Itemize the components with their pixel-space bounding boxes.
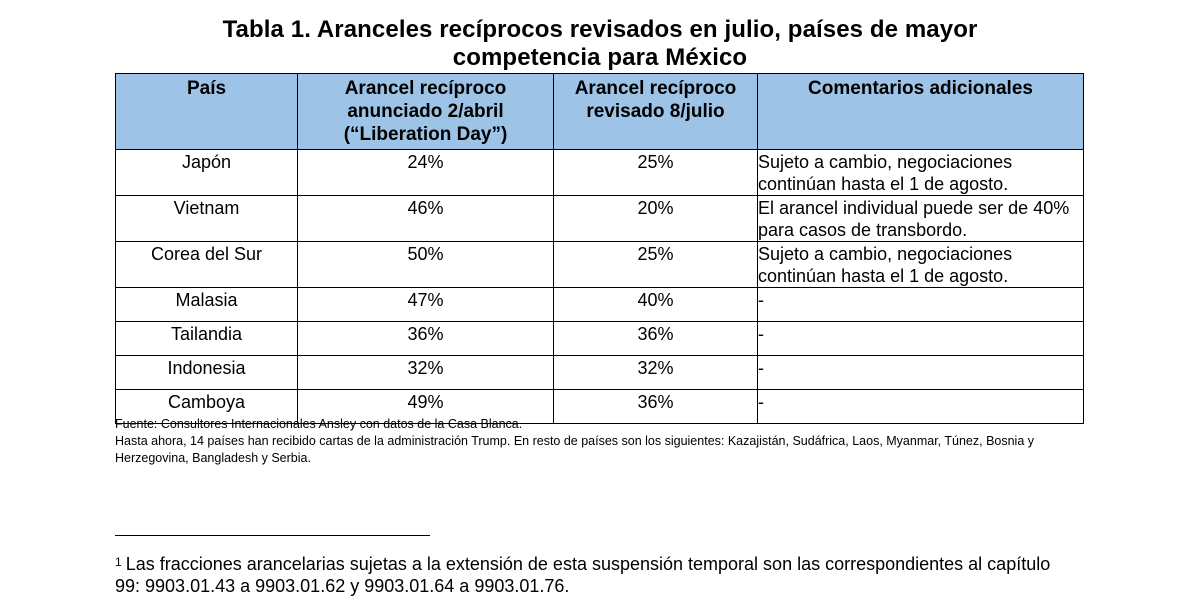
- footnote-text: Las fracciones arancelarias sujetas a la…: [115, 554, 1051, 596]
- table-row: Malasia 47% 40% -: [115, 287, 1084, 322]
- footnote-marker: 1: [115, 555, 122, 569]
- footnote: 1 Las fracciones arancelarias sujetas a l…: [115, 553, 1075, 597]
- source-note: Fuente: Consultores Internacionales Ansl…: [115, 417, 523, 431]
- cell-revised-tariff: 25%: [553, 149, 758, 196]
- cell-announced-tariff: 49%: [297, 389, 554, 424]
- cell-comment: -: [757, 287, 1084, 322]
- cell-country: Japón: [115, 149, 298, 196]
- cell-announced-tariff: 50%: [297, 241, 554, 288]
- cell-announced-tariff: 47%: [297, 287, 554, 322]
- cell-country: Malasia: [115, 287, 298, 322]
- cell-comment: Sujeto a cambio, negociaciones continúan…: [757, 241, 1084, 288]
- cell-revised-tariff: 36%: [553, 321, 758, 356]
- cell-country: Camboya: [115, 389, 298, 424]
- table-row: Corea del Sur 50% 25% Sujeto a cambio, n…: [115, 241, 1084, 288]
- cell-comment: Sujeto a cambio, negociaciones continúan…: [757, 149, 1084, 196]
- letters-note: Hasta ahora, 14 países han recibido cart…: [115, 434, 1035, 465]
- table-notes: Fuente: Consultores Internacionales Ansl…: [115, 416, 1095, 467]
- header-announced-tariff: Arancel recíproco anunciado 2/abril (“Li…: [297, 73, 554, 150]
- cell-country: Corea del Sur: [115, 241, 298, 288]
- cell-announced-tariff: 36%: [297, 321, 554, 356]
- cell-comment: -: [757, 389, 1084, 424]
- cell-announced-tariff: 46%: [297, 195, 554, 242]
- cell-comment: El arancel individual puede ser de 40% p…: [757, 195, 1084, 242]
- cell-country: Indonesia: [115, 355, 298, 390]
- header-country: País: [115, 73, 298, 150]
- cell-comment: -: [757, 355, 1084, 390]
- header-comments: Comentarios adicionales: [757, 73, 1084, 150]
- table-header-row: País Arancel recíproco anunciado 2/abril…: [115, 73, 1084, 150]
- footnote-separator: [115, 535, 430, 536]
- table-row: Vietnam 46% 20% El arancel individual pu…: [115, 195, 1084, 242]
- header-revised-tariff: Arancel recíproco revisado 8/julio: [553, 73, 758, 150]
- cell-revised-tariff: 25%: [553, 241, 758, 288]
- cell-announced-tariff: 32%: [297, 355, 554, 390]
- table-row: Tailandia 36% 36% -: [115, 321, 1084, 356]
- cell-revised-tariff: 40%: [553, 287, 758, 322]
- table-title: Tabla 1. Aranceles recíprocos revisados …: [222, 16, 978, 71]
- tariffs-table: País Arancel recíproco anunciado 2/abril…: [115, 73, 1084, 424]
- table-row: Camboya 49% 36% -: [115, 389, 1084, 424]
- cell-announced-tariff: 24%: [297, 149, 554, 196]
- table-row: Japón 24% 25% Sujeto a cambio, negociaci…: [115, 149, 1084, 196]
- cell-revised-tariff: 20%: [553, 195, 758, 242]
- cell-country: Tailandia: [115, 321, 298, 356]
- cell-revised-tariff: 32%: [553, 355, 758, 390]
- table-row: Indonesia 32% 32% -: [115, 355, 1084, 390]
- cell-comment: -: [757, 321, 1084, 356]
- cell-country: Vietnam: [115, 195, 298, 242]
